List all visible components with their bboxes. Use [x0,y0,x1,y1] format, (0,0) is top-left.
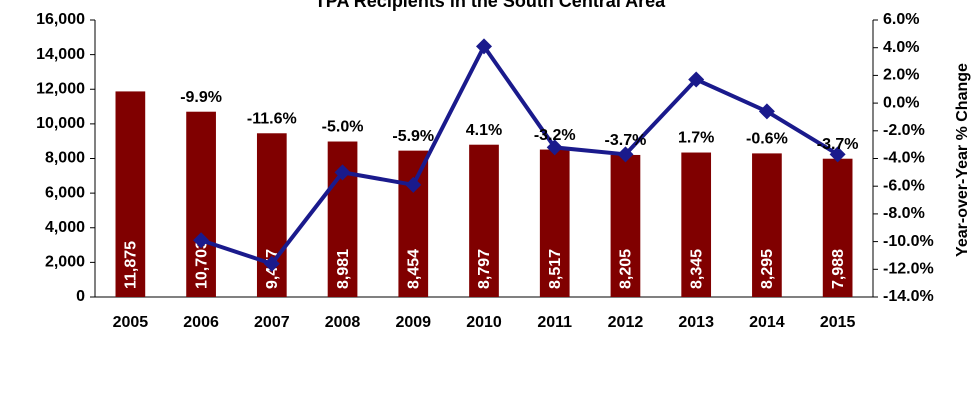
line-marker [829,146,846,163]
bar [610,154,641,297]
bar [115,91,146,297]
x-tick-label: 2012 [608,314,644,331]
y-tick-label: 8,000 [45,150,85,167]
y2-tick-label: 0.0% [883,94,919,111]
bar [469,144,499,297]
x-tick-label: 2007 [254,314,290,331]
y-tick-label: 12,000 [36,80,85,97]
y2-tick-label: 4.0% [883,39,919,56]
x-tick-label: 2008 [325,314,361,331]
y-tick-label: 16,000 [36,11,85,28]
bar-value-label: 11,875 [123,241,140,289]
line-marker [405,176,422,193]
line-value-label: -5.9% [392,128,434,145]
bar [752,153,782,297]
line-marker [546,139,563,156]
bar-value-label: 8,517 [547,249,564,289]
bar-value-label: 8,345 [688,249,705,289]
y2-tick-label: -10.0% [883,233,934,250]
bar-value-label: 8,205 [618,249,635,289]
x-tick-label: 2011 [537,314,572,331]
bar-value-label: 8,295 [759,249,776,289]
x-tick-label: 2009 [395,314,431,331]
y-tick-label: 10,000 [36,115,85,132]
line-value-label: -5.0% [322,119,364,136]
line-value-label: -9.9% [180,89,222,106]
line-value-label: -3.7% [817,136,859,153]
x-tick-label: 2014 [749,314,785,331]
y-tick-label: 6,000 [45,184,85,201]
y2-tick-label: -14.0% [883,288,934,305]
line-value-label: -0.6% [746,131,788,148]
chart-title: TPA Recipients in the South Central Area [315,0,666,11]
y2-tick-label: -6.0% [883,177,925,194]
line-marker [688,71,705,88]
x-tick-label: 2013 [678,314,714,331]
y-tick-label: 4,000 [45,219,85,236]
bar [186,111,216,297]
y2-axis-label: Year-over-Year % Change [954,63,971,257]
y-tick-label: 2,000 [45,254,85,271]
line-marker [476,38,492,55]
y2-tick-label: 2.0% [883,67,919,84]
bar-value-label: 8,981 [335,249,352,289]
line [200,42,839,267]
bar [539,149,570,297]
line-marker [263,255,280,272]
line-marker [758,103,775,120]
line-value-label: 4.1% [466,122,502,139]
y-tick-label: 14,000 [36,46,85,63]
y2-tick-label: -4.0% [883,150,925,167]
line-marker [617,146,634,163]
bar-value-label: 8,797 [476,249,493,289]
x-tick-label: 2010 [466,314,502,331]
bar [398,150,429,297]
bar [822,158,853,297]
line-marker [334,164,351,181]
bar-value-label: 7,988 [830,249,847,289]
line-value-label: -3.2% [534,127,576,144]
x-tick-label: 2005 [113,314,149,331]
line-marker [193,232,210,249]
line-value-label: -11.6% [247,110,297,127]
line-value-label: 1.7% [678,130,714,147]
line-value-label: -3.7% [605,132,647,149]
x-tick-label: 2015 [820,314,856,331]
bar-value-label: 8,454 [405,249,422,289]
y2-tick-label: -12.0% [883,261,934,278]
y2-tick-label: 6.0% [883,11,919,28]
x-tick-label: 2006 [183,314,219,331]
y2-tick-label: -8.0% [883,205,925,222]
y2-tick-label: -2.0% [883,122,925,139]
bar [681,152,712,297]
y-tick-label: 0 [76,288,85,305]
bar-value-label: 10,703 [193,240,210,289]
